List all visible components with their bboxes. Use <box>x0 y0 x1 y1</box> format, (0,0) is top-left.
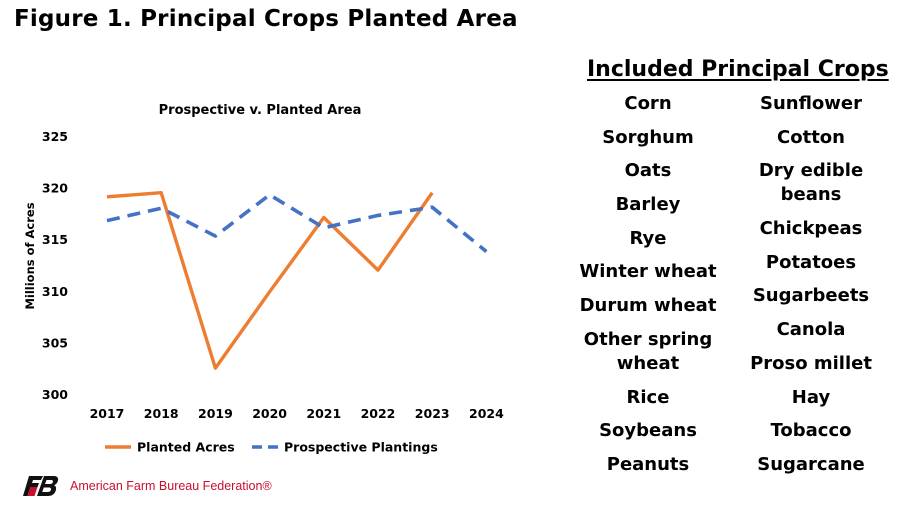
crops-list-title: Included Principal Crops <box>587 57 889 82</box>
crop-item: Peanuts <box>606 453 690 475</box>
figure-title: Figure 1. Principal Crops Planted Area <box>14 6 518 32</box>
x-tick-label: 2023 <box>415 406 450 421</box>
crop-item: Potatoes <box>765 251 857 273</box>
fb-logo-icon <box>23 476 59 496</box>
line-chart: Prospective v. Planted Area 300 305 310 315 3… <box>23 103 504 455</box>
crop-item: Durum wheat <box>579 295 717 317</box>
crop-item: Rice <box>626 386 670 408</box>
y-tick-label: 310 <box>42 284 68 299</box>
crop-item: Cotton <box>777 126 845 148</box>
crop-item: Sunflower <box>759 93 862 114</box>
crop-item: Rye <box>629 227 667 249</box>
series-line-planted-acres <box>106 191 434 370</box>
x-tick-label: 2018 <box>144 406 179 421</box>
crop-item: Proso millet <box>750 352 872 374</box>
crop-item: Hay <box>791 386 831 408</box>
organization-name: American Farm Bureau Federation® <box>70 479 272 493</box>
series-line-prospective-plantings <box>106 192 488 253</box>
crop-item: Corn <box>624 93 672 114</box>
y-tick-label: 300 <box>42 387 68 402</box>
y-axis-label: Millions of Acres <box>23 202 37 309</box>
crop-item: Winter wheat <box>579 261 717 283</box>
y-tick-label: 315 <box>42 232 68 247</box>
y-tick-label: 320 <box>42 181 68 196</box>
x-tick-label: 2024 <box>469 406 504 421</box>
crop-item: Soybeans <box>599 420 697 442</box>
x-tick-label: 2022 <box>361 406 396 421</box>
y-tick-label: 305 <box>42 335 68 350</box>
crop-item: Sorghum <box>602 126 694 148</box>
legend-label: Planted Acres <box>137 440 235 455</box>
crop-item: Oats <box>624 160 672 182</box>
x-tick-label: 2020 <box>252 406 287 421</box>
crop-item: Dry edible beans <box>758 160 864 206</box>
crop-item: Chickpeas <box>759 218 863 240</box>
crop-item: Canola <box>776 319 846 341</box>
footer: American Farm Bureau Federation® <box>23 476 272 496</box>
y-tick-label: 325 <box>42 129 68 144</box>
crop-item: Sugarcane <box>757 453 865 475</box>
crop-item: Barley <box>615 194 681 216</box>
crops-list-right: Sunflower Cotton Dry edible beans Chickpeas… <box>736 92 886 487</box>
crop-item: Other spring wheat <box>583 328 713 374</box>
x-tick-label: 2017 <box>90 406 125 421</box>
x-tick-label: 2021 <box>306 406 341 421</box>
x-tick-label: 2019 <box>198 406 233 421</box>
crops-list-left: Corn Sorghum Oats Barley Rye Winter wheat Duru… <box>568 92 728 487</box>
crop-item: Tobacco <box>770 420 852 442</box>
legend-label: Prospective Plantings <box>284 440 438 455</box>
chart-title: Prospective v. Planted Area <box>159 103 362 118</box>
crop-item: Sugarbeets <box>752 285 870 307</box>
